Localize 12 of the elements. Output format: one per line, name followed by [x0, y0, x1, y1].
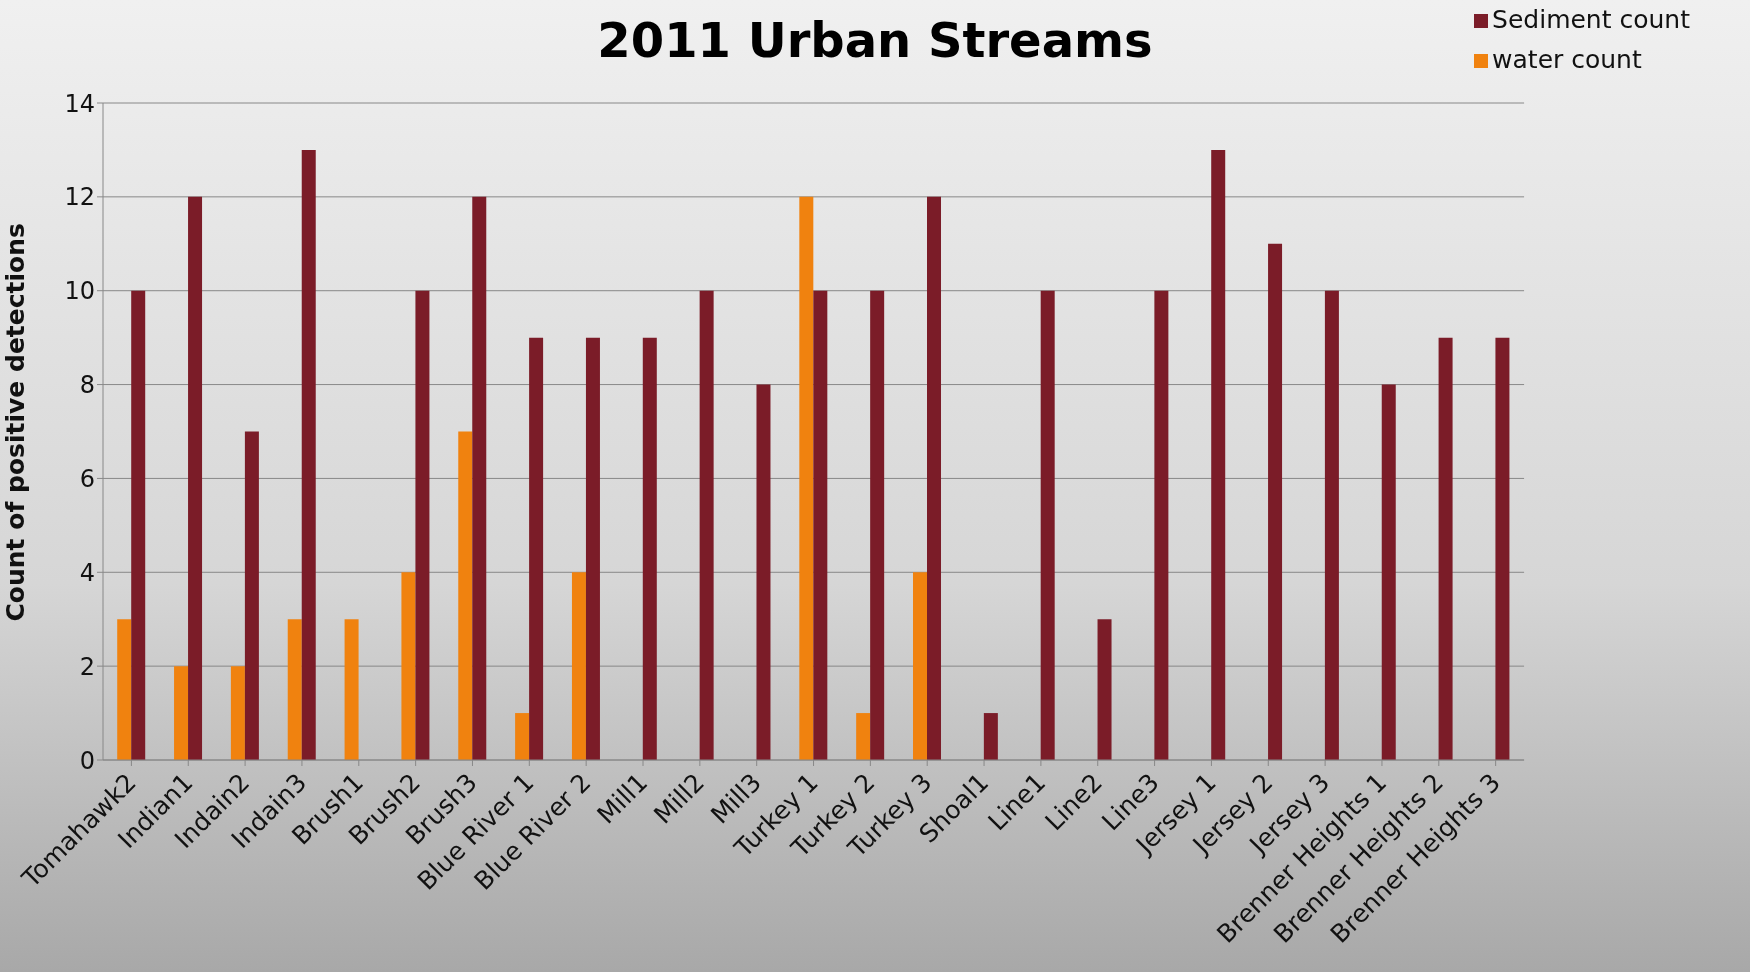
y-tick-label: 2	[79, 652, 95, 681]
chart-title: 2011 Urban Streams	[597, 12, 1153, 68]
y-tick-label: 0	[79, 746, 95, 775]
y-tick-label: 4	[79, 558, 95, 587]
legend-label: water count	[1492, 45, 1642, 74]
legend-label: Sediment count	[1492, 5, 1690, 34]
y-axis-title: Count of positive detections	[0, 223, 30, 622]
y-tick-label: 10	[64, 277, 95, 306]
y-tick-label: 8	[79, 371, 95, 400]
y-tick-label: 6	[79, 464, 95, 493]
y-tick-label: 14	[64, 89, 95, 118]
y-tick-label: 12	[64, 183, 95, 212]
